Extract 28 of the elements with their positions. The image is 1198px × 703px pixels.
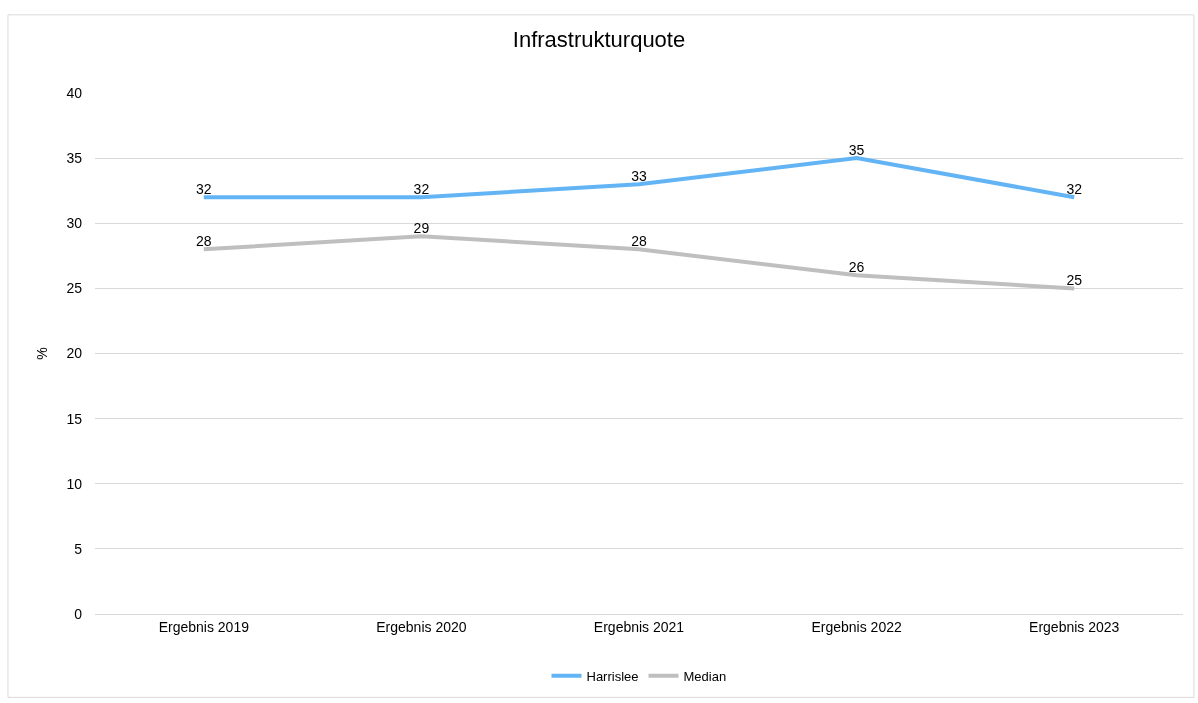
y-tick-label: 30 <box>66 215 83 232</box>
data-label: 25 <box>1066 271 1083 288</box>
y-tick-label: 35 <box>66 150 83 167</box>
data-label: 26 <box>848 258 865 275</box>
legend-label: Median <box>683 668 727 684</box>
chart-title: Infrastrukturquote <box>512 27 686 53</box>
x-tick-label: Ergebnis 2023 <box>1029 618 1120 635</box>
legend-label: Harrislee <box>586 668 639 684</box>
y-tick-label: 0 <box>74 605 83 622</box>
x-tick-label: Ergebnis 2019 <box>158 618 250 635</box>
data-label: 29 <box>413 219 430 236</box>
y-tick-label: 10 <box>66 475 83 492</box>
data-label: 32 <box>1066 180 1083 197</box>
x-tick-label: Ergebnis 2022 <box>811 618 902 635</box>
y-axis-title: % <box>34 347 51 360</box>
data-label: 32 <box>413 180 430 197</box>
x-tick-label: Ergebnis 2020 <box>376 618 467 635</box>
data-label: 28 <box>196 232 212 249</box>
data-label: 28 <box>631 232 647 249</box>
data-label: 33 <box>631 167 647 184</box>
y-tick-label: 25 <box>66 280 83 297</box>
y-tick-label: 40 <box>66 84 83 101</box>
data-label: 32 <box>196 180 212 197</box>
x-tick-label: Ergebnis 2021 <box>593 618 685 635</box>
data-label: 35 <box>848 141 865 158</box>
y-tick-label: 15 <box>66 410 83 427</box>
y-tick-label: 20 <box>66 345 83 362</box>
y-tick-label: 5 <box>74 540 83 557</box>
